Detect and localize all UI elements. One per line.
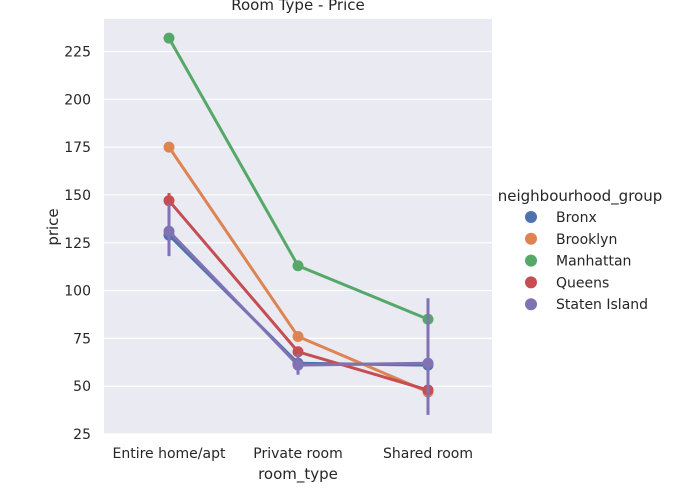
legend-label: Staten Island	[556, 297, 648, 313]
x-tick-label: Shared room	[383, 446, 473, 462]
x-tick-label: Private room	[253, 446, 342, 462]
data-point	[163, 195, 175, 207]
y-tick-labels: 25 50 75 100 125 150 175 200 225	[64, 45, 91, 443]
data-point	[163, 141, 175, 153]
legend-title: neighbourhood_group	[498, 187, 663, 206]
legend-marker	[525, 254, 537, 267]
y-tick-label: 25	[73, 427, 91, 443]
data-point	[292, 260, 304, 272]
chart-title: Room Type - Price	[231, 0, 364, 14]
data-point	[292, 346, 304, 358]
legend-label: Queens	[556, 275, 609, 291]
legend-marker	[525, 276, 537, 289]
legend-marker	[525, 298, 537, 311]
y-axis-label: price	[44, 208, 62, 245]
y-tick-label: 150	[64, 188, 91, 204]
series-layer	[163, 32, 434, 415]
y-tick-label: 100	[64, 284, 91, 300]
y-tick-label: 75	[73, 331, 91, 347]
x-axis-label: room_type	[258, 465, 338, 484]
series-staten-island	[163, 204, 434, 415]
legend-label: Manhattan	[556, 254, 631, 270]
legend-label: Bronx	[556, 210, 597, 226]
y-tick-label: 50	[73, 379, 91, 395]
data-point	[422, 357, 434, 369]
x-tick-label: Entire home/apt	[113, 446, 226, 462]
y-tick-label: 125	[64, 236, 91, 252]
legend-marker	[525, 211, 537, 223]
series-manhattan	[163, 32, 434, 325]
y-tick-label: 175	[64, 140, 91, 156]
legend: neighbourhood_group Bronx Brooklyn Manhatt…	[498, 187, 663, 313]
data-point	[163, 225, 175, 237]
data-point	[163, 32, 175, 44]
data-point	[292, 330, 304, 342]
legend-marker	[525, 232, 537, 245]
data-point	[292, 359, 304, 371]
y-tick-label: 200	[64, 92, 91, 108]
legend-label: Brooklyn	[556, 232, 617, 248]
x-tick-labels: Entire home/apt Private room Shared room	[113, 446, 473, 462]
y-tick-label: 225	[64, 45, 91, 61]
